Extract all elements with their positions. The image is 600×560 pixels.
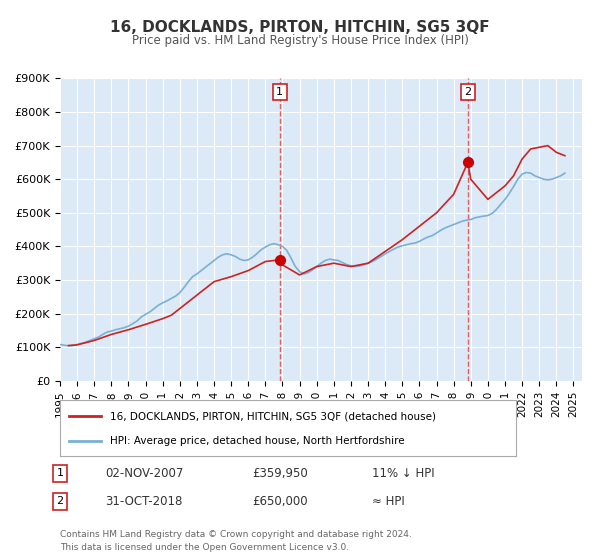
Text: 16, DOCKLANDS, PIRTON, HITCHIN, SG5 3QF: 16, DOCKLANDS, PIRTON, HITCHIN, SG5 3QF bbox=[110, 20, 490, 35]
Text: ≈ HPI: ≈ HPI bbox=[372, 494, 405, 508]
Text: Contains HM Land Registry data © Crown copyright and database right 2024.: Contains HM Land Registry data © Crown c… bbox=[60, 530, 412, 539]
Text: 2: 2 bbox=[56, 496, 64, 506]
Text: 02-NOV-2007: 02-NOV-2007 bbox=[105, 466, 184, 480]
Text: 2: 2 bbox=[464, 87, 472, 97]
Text: 1: 1 bbox=[56, 468, 64, 478]
Text: 1: 1 bbox=[276, 87, 283, 97]
Text: This data is licensed under the Open Government Licence v3.0.: This data is licensed under the Open Gov… bbox=[60, 543, 349, 552]
Text: HPI: Average price, detached house, North Hertfordshire: HPI: Average price, detached house, Nort… bbox=[110, 436, 405, 446]
Text: Price paid vs. HM Land Registry's House Price Index (HPI): Price paid vs. HM Land Registry's House … bbox=[131, 34, 469, 46]
Text: £650,000: £650,000 bbox=[252, 494, 308, 508]
Text: 16, DOCKLANDS, PIRTON, HITCHIN, SG5 3QF (detached house): 16, DOCKLANDS, PIRTON, HITCHIN, SG5 3QF … bbox=[110, 411, 436, 421]
Text: 11% ↓ HPI: 11% ↓ HPI bbox=[372, 466, 434, 480]
Text: 31-OCT-2018: 31-OCT-2018 bbox=[105, 494, 182, 508]
Text: £359,950: £359,950 bbox=[252, 466, 308, 480]
